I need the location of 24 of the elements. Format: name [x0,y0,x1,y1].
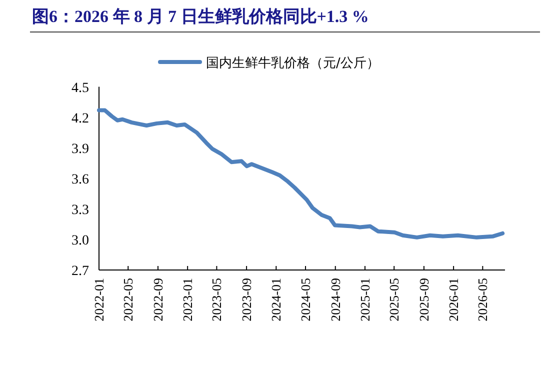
y-tick-label: 3.9 [72,142,89,157]
x-tick-label: 2026-01 [446,278,462,322]
x-tick-label: 2025-01 [357,278,372,322]
x-tick-label: 2024-01 [268,278,284,322]
chart-title: 图6：2026 年 8 月 7 日生鲜乳价格同比+1.3 % [32,7,369,26]
x-tick-label: 2026-05 [475,278,490,322]
y-tick-label: 3.3 [72,202,89,218]
y-tick-label: 4.5 [72,80,89,96]
x-tick-label: 2025-05 [386,278,402,322]
line-series [97,108,505,240]
x-tick-label: 2023-01 [180,278,196,322]
x-tick-label: 2025-09 [416,278,432,322]
y-tick-label: 2.7 [72,264,89,279]
legend-label: 国内生鲜牛乳价格（元/公斤） [206,56,380,71]
x-tick-label: 2024-05 [298,278,314,322]
y-tick-label: 4.2 [72,111,89,126]
x-tick-label: 2022-09 [150,278,166,322]
x-tick-label: 2023-05 [209,278,224,322]
x-tick-label: 2023-09 [239,278,254,322]
x-tick-label: 2022-01 [92,278,106,322]
y-tick-label: 3.0 [72,233,89,248]
x-tick-label: 2022-05 [120,278,136,322]
x-tick-label: 2024-09 [328,278,343,322]
y-tick-label: 3.6 [72,172,89,188]
